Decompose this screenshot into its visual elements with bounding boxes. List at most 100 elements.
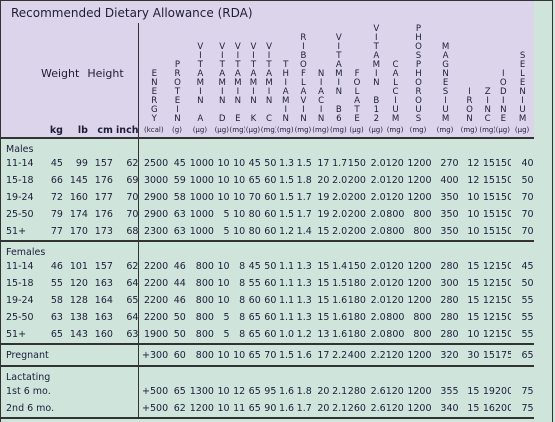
measure: 72 xyxy=(50,192,63,203)
cell: 2500 xyxy=(143,158,169,169)
cell: 3000 xyxy=(143,175,169,186)
cell: 2.0 xyxy=(370,295,386,306)
measure: 69 xyxy=(112,172,140,189)
data-row: 11-14 45 99 157 62 2500 45 1000 10 10 45 50 1.3 1.5 17… xyxy=(1,155,553,172)
cell: 65 xyxy=(248,175,261,186)
cell: 1200 xyxy=(385,158,405,169)
unit: (µg) xyxy=(245,123,261,138)
cell: 1200 xyxy=(407,175,432,186)
cell: 95 xyxy=(264,386,277,397)
cell: 180 xyxy=(347,312,366,323)
cell: 2.1 xyxy=(332,386,348,397)
column-name: CALCIUM xyxy=(390,60,401,123)
cell: 15 xyxy=(317,261,330,272)
cell: 8 xyxy=(239,261,246,272)
cell: 1.5 xyxy=(276,343,295,366)
cell: 12 xyxy=(467,175,480,186)
measure: 62 xyxy=(112,155,140,172)
cell: 12 xyxy=(482,312,495,323)
unit: (mg) xyxy=(294,123,312,138)
cell: +500 xyxy=(142,403,169,414)
cell: 2200 xyxy=(143,295,169,306)
cell: 65 xyxy=(248,403,261,414)
title-row: Recommended Dietary Allowance (RDA) xyxy=(0,0,553,23)
cell: 75 xyxy=(521,403,534,414)
column-header: VITAMIN E xyxy=(229,23,246,123)
cell: 180 xyxy=(347,295,366,306)
measure: 177 xyxy=(94,192,113,203)
cell: 65 xyxy=(248,312,261,323)
cell: 5 xyxy=(223,226,230,237)
cell: 10 xyxy=(233,226,246,237)
cell: 2.0 xyxy=(370,261,386,272)
cell: 1200 xyxy=(407,278,432,289)
measure: 63 xyxy=(112,326,140,344)
data-row: 51+ 65 143 160 63 1900 50 800 5 8 65 60 1.0 1.2 13 1.6 1… xyxy=(1,326,553,344)
cell: 12 xyxy=(233,386,246,397)
cell: 60 xyxy=(248,295,261,306)
cell: 10 xyxy=(233,175,246,186)
cell: 150 xyxy=(494,209,511,220)
cell: 180 xyxy=(347,329,366,340)
cell: 2.0 xyxy=(370,312,386,323)
column-name: ENERGY xyxy=(149,69,160,123)
cell: 1.4 xyxy=(332,261,348,272)
cell: 80 xyxy=(248,226,261,237)
unit: (µg) xyxy=(185,123,214,138)
cell: 1.3 xyxy=(296,261,312,272)
cell: 800 xyxy=(413,226,432,237)
cell: 80 xyxy=(248,209,261,220)
cell: 65 xyxy=(248,386,261,397)
column-name: VITAMIN D xyxy=(217,42,228,123)
cell: 1.5 xyxy=(278,192,295,203)
cell: 60 xyxy=(264,192,277,203)
cell: 44 xyxy=(173,278,186,289)
cell: 2.0 xyxy=(332,175,348,186)
cell: 800 xyxy=(195,329,214,340)
cell: 19 xyxy=(317,192,330,203)
column-header: IRON xyxy=(458,23,480,123)
data-row: 15-18 55 120 163 64 2200 44 800 10 8 55 60 1.1 1.3 15 1… xyxy=(1,275,553,292)
cell: 10 xyxy=(217,158,230,169)
weight-label: Weight xyxy=(41,66,80,80)
cell: 1.6 xyxy=(332,295,348,306)
column-name: THIAMIN xyxy=(280,60,291,123)
column-header: VITAMIN B6 xyxy=(329,23,348,123)
cell: 150 xyxy=(347,158,366,169)
cell: 15 xyxy=(317,295,330,306)
column-name: SELENIUM xyxy=(517,51,528,123)
data-row: 2nd 6 mo. +500 62 1200 10 11 65 90 1.6 1.7 20 2.1 26… xyxy=(0,400,553,418)
cell: 300 xyxy=(440,278,459,289)
measure: 173 xyxy=(94,226,113,237)
unit: (mg) xyxy=(385,123,405,138)
cell: 150 xyxy=(494,278,511,289)
column-name: RIBOFLAVIN xyxy=(298,33,309,123)
cell: 800 xyxy=(195,312,214,323)
cell: 15 xyxy=(482,192,495,203)
cell: 1.7 xyxy=(332,158,348,169)
cell: 2.0 xyxy=(332,226,348,237)
cell: 10 xyxy=(217,386,230,397)
cell: 50 xyxy=(264,158,277,169)
column-name: VITAMIN E xyxy=(232,42,243,123)
cell: 65 xyxy=(173,386,186,397)
column-name: MAGNESIUM xyxy=(440,42,451,123)
measure: 66 xyxy=(50,175,63,186)
cell: 2200 xyxy=(143,278,169,289)
column-name: FOLATE xyxy=(352,69,363,123)
measure: 120 xyxy=(69,278,88,289)
cell: 15 xyxy=(467,261,480,272)
cell: 10 xyxy=(217,403,230,414)
cell: 2200 xyxy=(143,261,169,272)
cell: 340 xyxy=(440,403,459,414)
cell: 1200 xyxy=(385,403,405,414)
column-header: IODINE xyxy=(494,23,511,123)
cell: 800 xyxy=(386,226,405,237)
cell: 270 xyxy=(440,158,459,169)
cell: 1.0 xyxy=(278,329,295,340)
cell: 40 xyxy=(521,158,534,169)
cell: 15 xyxy=(467,278,480,289)
cell: 1.3 xyxy=(296,295,312,306)
cell: 50 xyxy=(173,329,186,340)
cell: 10 xyxy=(229,343,246,366)
